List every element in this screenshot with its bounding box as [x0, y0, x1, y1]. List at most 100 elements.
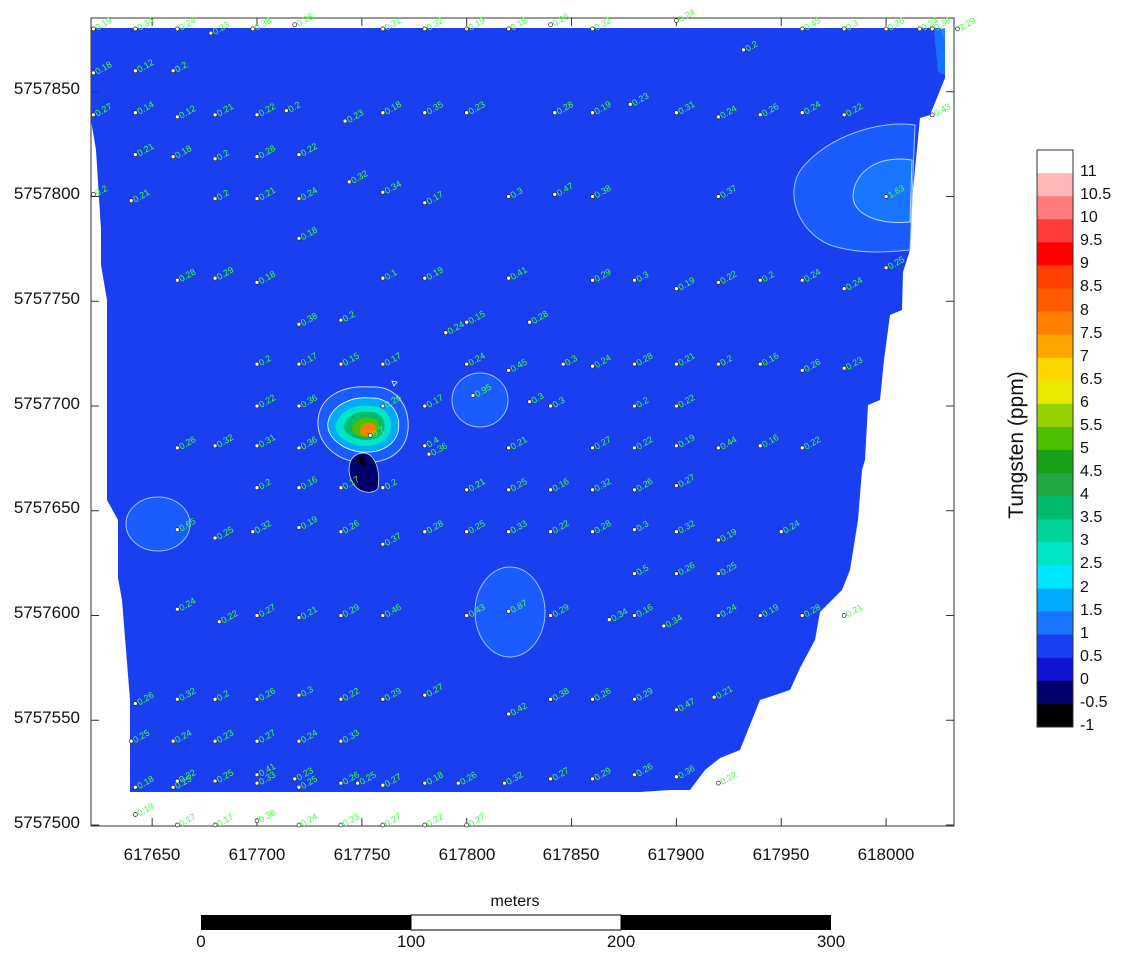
sample-point	[338, 317, 344, 323]
colorbar-swatch	[1037, 473, 1073, 497]
sample-point	[296, 692, 302, 698]
sample-point	[380, 485, 386, 491]
sample-point	[464, 613, 470, 618]
sample-point	[296, 738, 302, 744]
sample-point	[174, 822, 180, 828]
sample-point	[422, 692, 428, 698]
x-tick-label: 617950	[752, 845, 810, 864]
colorbar-swatch	[1037, 450, 1073, 474]
sample-point	[955, 26, 960, 32]
sample-point	[296, 403, 302, 409]
sample-point	[128, 198, 134, 204]
scale-bar-title: meters	[490, 893, 540, 910]
sample-point	[133, 68, 138, 74]
sample-point	[174, 26, 180, 32]
sample-point	[757, 277, 763, 283]
sample-point	[338, 613, 344, 618]
sample-point	[254, 443, 260, 449]
sample-point	[380, 541, 386, 547]
sample-point	[292, 22, 298, 28]
sample-point	[296, 196, 302, 201]
sample-point	[674, 571, 679, 576]
sample-point	[380, 275, 386, 281]
sample-point	[426, 451, 432, 457]
colorbar-label: 1.5	[1080, 601, 1103, 619]
sample-point	[174, 778, 180, 784]
sample-point	[212, 696, 218, 702]
sample-point	[506, 445, 511, 451]
sample-point	[212, 738, 218, 744]
colorbar-label: 9	[1080, 255, 1089, 273]
sample-point	[212, 443, 218, 449]
colorbar-swatch	[1037, 380, 1073, 405]
sample-point	[632, 613, 637, 618]
sample-point	[380, 403, 386, 409]
sample-point	[464, 319, 470, 325]
sample-point	[254, 361, 260, 367]
sample-point	[715, 114, 721, 120]
colorbar-swatch	[1037, 196, 1073, 220]
sample-point	[133, 110, 138, 116]
sample-point	[590, 363, 595, 369]
sample-point	[841, 365, 847, 371]
sample-point	[422, 403, 428, 409]
sample-point	[296, 152, 302, 157]
sample-point	[170, 68, 176, 74]
colorbar-label: 3	[1080, 532, 1089, 550]
sample-point	[296, 615, 302, 620]
sample-point	[464, 26, 470, 32]
sample-point	[502, 780, 507, 786]
scale-bar	[201, 914, 831, 931]
sample-point	[338, 822, 344, 828]
colorbar-label: 5	[1080, 440, 1089, 458]
sample-point	[715, 194, 721, 199]
sample-point	[342, 118, 348, 124]
sample-point	[552, 192, 558, 197]
sample-point	[883, 194, 889, 199]
sample-point	[715, 613, 721, 618]
sample-point	[506, 368, 511, 373]
sample-point	[464, 822, 470, 828]
sample-point	[674, 707, 679, 713]
sample-point	[212, 778, 218, 784]
sample-point	[292, 776, 298, 782]
sample-point	[208, 30, 214, 36]
sample-point	[527, 319, 532, 325]
sample-point	[380, 189, 386, 195]
sample-point	[455, 780, 461, 786]
sample-point	[250, 529, 256, 535]
colorbar-label: 5.5	[1080, 416, 1103, 434]
sample-point	[632, 527, 637, 532]
sample-point	[548, 403, 553, 409]
sample-point	[355, 780, 361, 786]
sample-point	[296, 485, 302, 491]
scale-bar-label: 100	[396, 932, 426, 951]
sample-point	[133, 26, 138, 32]
sample-point	[296, 361, 302, 367]
sample-point	[632, 696, 637, 702]
colorbar-label: -1	[1080, 717, 1095, 734]
colorbar-label: 6	[1080, 393, 1089, 411]
sample-point	[632, 445, 637, 451]
sample-point	[212, 112, 218, 118]
sample-point	[590, 776, 595, 782]
sample-point	[590, 696, 595, 702]
sample-point	[778, 529, 784, 535]
sample-point	[590, 277, 595, 283]
sample-point	[799, 368, 805, 373]
sample-point	[506, 487, 511, 493]
colorbar-label: 4.5	[1080, 463, 1103, 481]
colorbar-swatch	[1037, 657, 1073, 682]
sample-point	[254, 780, 260, 786]
x-tick-label: 617850	[542, 845, 600, 864]
sample-point	[883, 265, 889, 271]
sample-point	[548, 487, 553, 493]
sample-point	[216, 619, 222, 625]
sample-point	[133, 701, 138, 706]
colorbar-label: 8	[1080, 301, 1089, 319]
scale-bar-label: 0	[196, 932, 206, 951]
sample-point	[506, 529, 511, 535]
colorbar-swatch	[1037, 611, 1073, 636]
sample-point	[674, 403, 679, 409]
x-tick-label: 618000	[857, 845, 915, 864]
